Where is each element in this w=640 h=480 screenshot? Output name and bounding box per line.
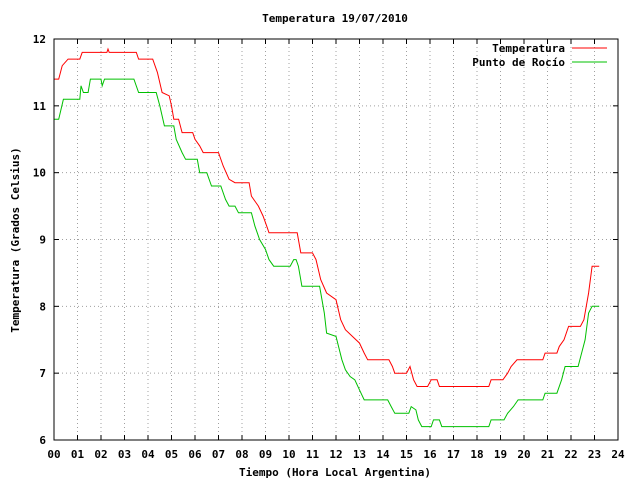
y-tick-label: 10 [33,167,46,180]
x-tick-label: 04 [141,448,155,461]
x-tick-label: 10 [282,448,295,461]
x-tick-label: 18 [470,448,483,461]
y-tick-label: 8 [39,300,46,313]
axis-ticks: 00 01 02 03 04 05 06 07 08 09 10 11 12 13 14 15 16 17 18 19… [33,33,625,461]
x-tick-label: 09 [259,448,272,461]
x-tick-label: 16 [423,448,437,461]
x-tick-label: 05 [165,448,178,461]
x-tick-label: 08 [235,448,248,461]
series-line-temperatura [54,47,600,387]
y-tick-label: 7 [39,367,46,380]
x-tick-label: 03 [118,448,131,461]
x-tick-label: 23 [588,448,601,461]
x-tick-label: 14 [376,448,390,461]
x-tick-label: 13 [353,448,366,461]
x-tick-label: 02 [94,448,107,461]
x-tick-label: 01 [71,448,85,461]
y-tick-label: 12 [33,33,46,46]
y-tick-label: 6 [39,434,46,447]
x-tick-label: 24 [611,448,625,461]
x-tick-label: 20 [517,448,530,461]
x-tick-label: 17 [447,448,460,461]
x-tick-label: 12 [329,448,342,461]
x-tick-label: 15 [400,448,413,461]
chart-title: Temperatura 19/07/2010 [262,12,408,25]
legend-label: Punto de Rocío [472,56,565,69]
x-tick-label: 11 [306,448,320,461]
legend-label: Temperatura [492,42,565,55]
y-tick-label: 11 [33,100,47,113]
series-lines [54,47,600,428]
series-line-punto-de-roc-o [54,78,600,428]
x-tick-label: 19 [494,448,507,461]
x-tick-label: 07 [212,448,225,461]
x-tick-label: 21 [541,448,555,461]
x-tick-label: 22 [564,448,577,461]
grid [54,39,618,440]
y-axis-label: Temperatura (Grados Celsius) [9,147,22,332]
x-tick-label: 00 [47,448,60,461]
x-axis-label: Tiempo (Hora Local Argentina) [239,466,431,479]
x-tick-label: 06 [188,448,202,461]
y-tick-label: 9 [39,234,46,247]
